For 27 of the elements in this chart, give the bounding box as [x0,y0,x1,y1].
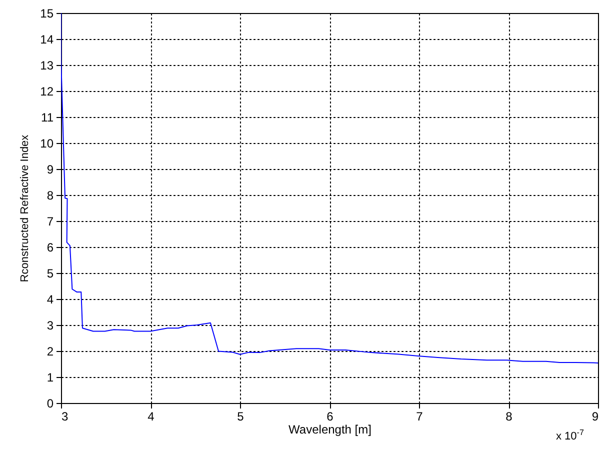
y-tick-label: 3 [46,318,54,332]
line-series [61,13,598,364]
x-tick-label: 5 [237,410,244,424]
y-tick-label: 7 [46,214,54,228]
y-tick-label: 12 [40,84,54,98]
text: x 10$^{-7}$ [556,428,584,443]
y-tick-label: 8 [46,188,54,202]
y-tick-label: 10 [40,136,54,150]
x-axis-title: Wavelength [m] [288,422,372,436]
y-tick-label: 15 [40,6,54,20]
y-tick-label: 14 [40,32,54,46]
y-tick-label: 13 [40,58,54,72]
y-tick-label: 11 [41,110,54,124]
y-axis-title: Rconstructed Refractive Index [19,134,32,282]
y-tick-label: 6 [46,240,54,254]
y-tick-label: 9 [46,162,54,176]
x-tick-label: 6 [326,410,334,424]
x-tick-label: 9 [592,410,599,424]
y-tick-label: 2 [46,344,54,358]
x-tick-label: 7 [416,410,424,424]
x-tick-label: 8 [506,410,513,424]
y-tick-label: 0 [46,396,54,410]
x-tick-label: 3 [62,410,68,424]
y-tick-label: 1 [46,370,54,384]
y-tick-label: 5 [46,266,54,280]
y-tick-label: 4 [46,292,54,306]
x-tick-label: 4 [148,410,155,424]
